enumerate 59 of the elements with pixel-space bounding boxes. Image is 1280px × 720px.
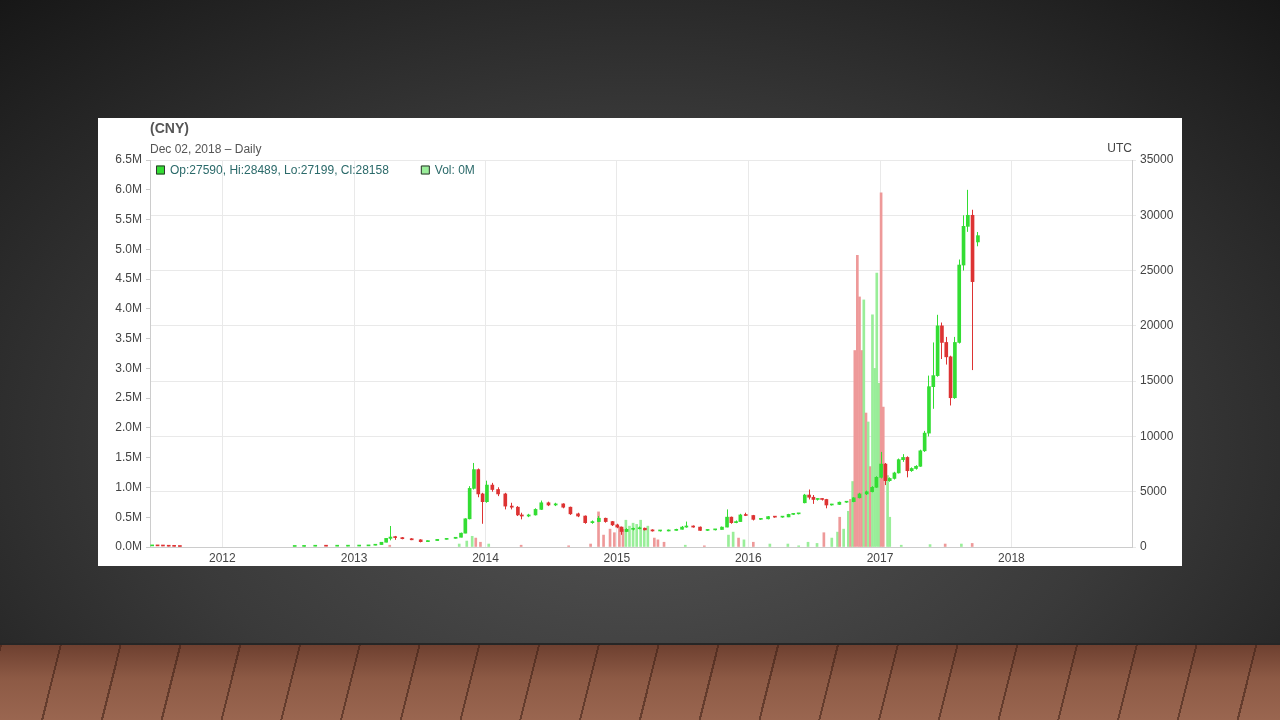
y2-tick-label: 3.5M xyxy=(115,330,142,345)
x-tick-label: 2018 xyxy=(998,550,1026,565)
bar xyxy=(862,299,866,547)
legend-label: Op:27590, Hi:28489, Lo:27199, Cl:28158 xyxy=(170,162,390,177)
bar xyxy=(639,519,642,547)
x-tick-label: 2012 xyxy=(209,550,237,565)
y-tick-label: 20000 xyxy=(1140,318,1174,333)
bar xyxy=(727,534,730,547)
y2-tick-label: 1.5M xyxy=(115,450,142,464)
x-tick-label: 2013 xyxy=(340,550,368,565)
x-tick-label: 2017 xyxy=(866,550,894,565)
chart-title: (CNY) xyxy=(150,119,189,136)
bar xyxy=(602,534,605,547)
bar xyxy=(970,543,974,547)
bar xyxy=(652,537,656,547)
bar xyxy=(474,537,478,547)
candlestick xyxy=(485,480,489,504)
y-tick-label: 15000 xyxy=(1140,373,1174,388)
bar xyxy=(751,541,755,547)
bar xyxy=(589,543,592,547)
x-tick-label: 2015 xyxy=(603,550,631,565)
y2-tick-label: 2.5M xyxy=(115,390,142,405)
candlestick xyxy=(940,322,944,360)
bar xyxy=(465,540,469,547)
y2-tick-label: 3.0M xyxy=(115,360,142,375)
text: UTC xyxy=(1107,141,1133,156)
y-tick-label: 35000 xyxy=(1140,152,1174,167)
bar xyxy=(875,272,879,547)
y2-tick-label: 5.0M xyxy=(115,241,142,256)
y2-tick-label: 0.5M xyxy=(115,509,142,524)
chart-subtitle: Dec 02, 2018 – Daily xyxy=(150,142,262,157)
bar xyxy=(943,543,947,547)
bar xyxy=(737,537,740,547)
y2-tick-label: 5.5M xyxy=(115,211,142,226)
bar xyxy=(457,543,461,547)
y2-tick-label: 4.0M xyxy=(115,301,142,316)
bar xyxy=(470,535,474,547)
bar xyxy=(479,541,482,547)
y2-tick-label: 2.0M xyxy=(115,420,142,435)
x-tick-label: 2014 xyxy=(472,550,500,565)
y-tick-label: 0 xyxy=(1140,539,1147,554)
legend-label: Vol: 0M xyxy=(434,162,475,177)
bar xyxy=(830,537,834,547)
y2-tick-label: 6.5M xyxy=(115,152,142,167)
bar xyxy=(487,543,491,547)
bar xyxy=(635,524,639,547)
y-tick-label: 25000 xyxy=(1140,262,1174,277)
y2-tick-label: 1.0M xyxy=(115,479,142,494)
bar xyxy=(842,528,845,547)
y2-tick-label: 0.0M xyxy=(115,539,142,554)
y2-tick-label: 4.5M xyxy=(115,271,142,286)
y2-tick-label: 6.0M xyxy=(115,182,142,197)
y-tick-label: 10000 xyxy=(1140,428,1174,443)
bar xyxy=(960,543,963,547)
bar xyxy=(613,532,616,547)
x-tick-label: 2016 xyxy=(734,550,762,565)
bar xyxy=(838,516,842,547)
y-tick-label: 5000 xyxy=(1140,484,1168,499)
y-tick-label: 30000 xyxy=(1140,207,1174,222)
